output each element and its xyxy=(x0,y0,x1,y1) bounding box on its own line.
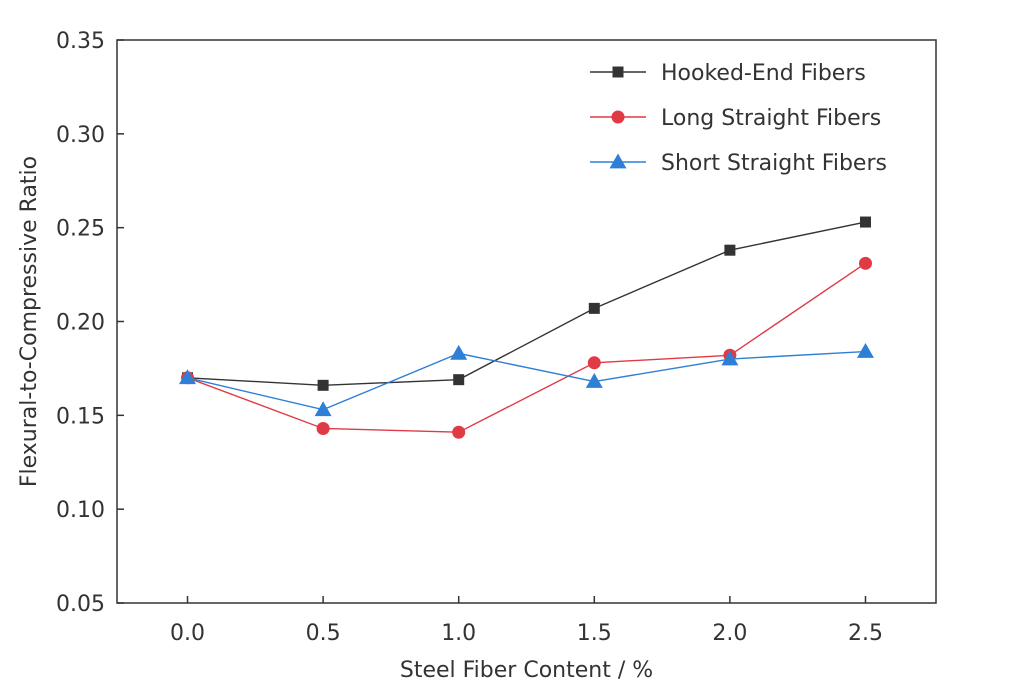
legend-item-hooked-end-fibers: Hooked-End Fibers xyxy=(590,61,866,86)
series-line-long-straight-fibers xyxy=(187,262,866,433)
data-point-hooked-end-fibers xyxy=(724,244,736,256)
y-axis-ticks: 0.05 0.10 0.15 0.20 0.25 0.30 0.35 xyxy=(56,29,124,617)
x-axis-title: Steel Fiber Content / % xyxy=(400,658,653,683)
data-point-short-straight-fibers xyxy=(856,343,874,358)
series-layer xyxy=(179,216,874,439)
data-point-hooked-end-fibers xyxy=(453,374,465,386)
x-tick-label: 0.0 xyxy=(170,621,205,646)
data-point-hooked-end-fibers xyxy=(317,379,329,391)
x-tick-label: 0.5 xyxy=(306,621,341,646)
legend-marker xyxy=(609,153,627,169)
data-point-long-straight-fibers xyxy=(452,425,466,439)
legend: Hooked-End Fibers Long Straight Fibers Sho… xyxy=(590,61,887,176)
legend-marker xyxy=(612,66,624,78)
x-axis-ticks: 0.0 0.5 1.0 1.5 2.0 2.5 xyxy=(170,596,883,646)
y-tick-label: 0.10 xyxy=(56,498,105,523)
y-tick-label: 0.05 xyxy=(56,592,105,617)
legend-item-long-straight-fibers: Long Straight Fibers xyxy=(590,106,881,131)
data-point-hooked-end-fibers xyxy=(859,216,871,228)
series-line-short-straight-fibers xyxy=(187,350,866,411)
data-point-long-straight-fibers xyxy=(316,421,330,435)
series-short-straight-fibers xyxy=(179,343,874,417)
data-point-short-straight-fibers xyxy=(721,350,739,366)
data-point-long-straight-fibers xyxy=(587,356,601,370)
data-point-short-straight-fibers xyxy=(450,344,468,360)
data-point-hooked-end-fibers xyxy=(588,302,600,314)
y-tick-label: 0.20 xyxy=(56,311,105,336)
data-point-short-straight-fibers xyxy=(179,369,197,385)
y-tick-label: 0.25 xyxy=(56,217,105,242)
data-point-short-straight-fibers xyxy=(585,373,603,388)
legend-item-short-straight-fibers: Short Straight Fibers xyxy=(590,151,887,176)
y-tick-label: 0.30 xyxy=(56,123,105,148)
legend-label: Short Straight Fibers xyxy=(661,151,887,176)
data-point-short-straight-fibers xyxy=(314,401,332,417)
x-tick-label: 2.0 xyxy=(712,621,747,646)
legend-marker xyxy=(611,110,625,124)
legend-label: Hooked-End Fibers xyxy=(661,61,866,86)
x-tick-label: 1.0 xyxy=(441,621,476,646)
y-axis-title: Flexural-to-Compressive Ratio xyxy=(17,156,42,487)
series-line-hooked-end-fibers xyxy=(187,221,866,387)
data-point-long-straight-fibers xyxy=(858,256,872,270)
legend-label: Long Straight Fibers xyxy=(661,106,881,131)
x-tick-label: 2.5 xyxy=(848,621,883,646)
y-tick-label: 0.35 xyxy=(56,29,105,54)
y-tick-label: 0.15 xyxy=(56,404,105,429)
x-tick-label: 1.5 xyxy=(577,621,612,646)
